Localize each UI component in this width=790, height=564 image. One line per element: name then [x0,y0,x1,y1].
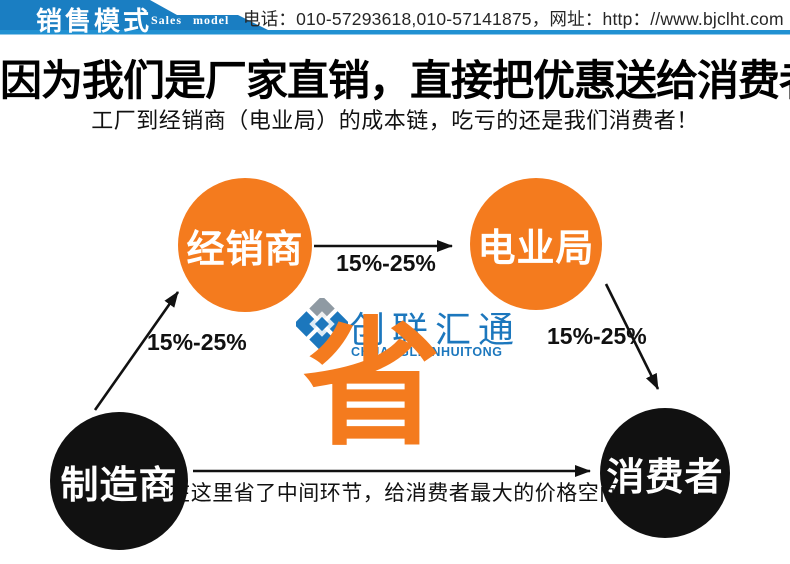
node-distributor: 经销商 [178,178,312,312]
header-title-en: Sales model [151,13,230,27]
node-manufacturer: 制造商 [50,412,188,550]
header-title-cn: 销售模式 [36,6,153,36]
watermark-name-cn: 创联汇通 [349,309,522,350]
watermark-logo-icon [293,295,351,353]
bottom-note: 在这里省了中间环节，给消费者最大的价格空间 [169,482,621,505]
margin-label-left: 15%-25% [147,329,247,355]
save-character: 省 [303,308,442,462]
sub-headline: 工厂到经销商（电业局）的成本链，吃亏的还是我们消费者！ [91,108,699,133]
margin-label-mid: 15%-25% [336,250,436,276]
node-power-bureau: 电业局 [470,178,602,310]
node-consumer: 消费者 [600,408,730,538]
header-banner-shape [0,0,790,35]
node-manufacturer-label: 制造商 [60,464,178,507]
node-power-bureau-label: 电业局 [477,227,595,270]
main-headline: 因为我们是厂家直销，直接把优惠送给消费者 [0,57,790,104]
node-distributor-label: 经销商 [186,228,304,271]
node-consumer-label: 消费者 [606,456,724,499]
watermark-name-en: CHUANGLIANHUITONG [351,345,503,359]
header-banner [0,0,790,36]
margin-label-right: 15%-25% [547,323,647,349]
header-contact-text: 电话：010-57293618,010-57141875，网址：http：//w… [243,9,784,29]
